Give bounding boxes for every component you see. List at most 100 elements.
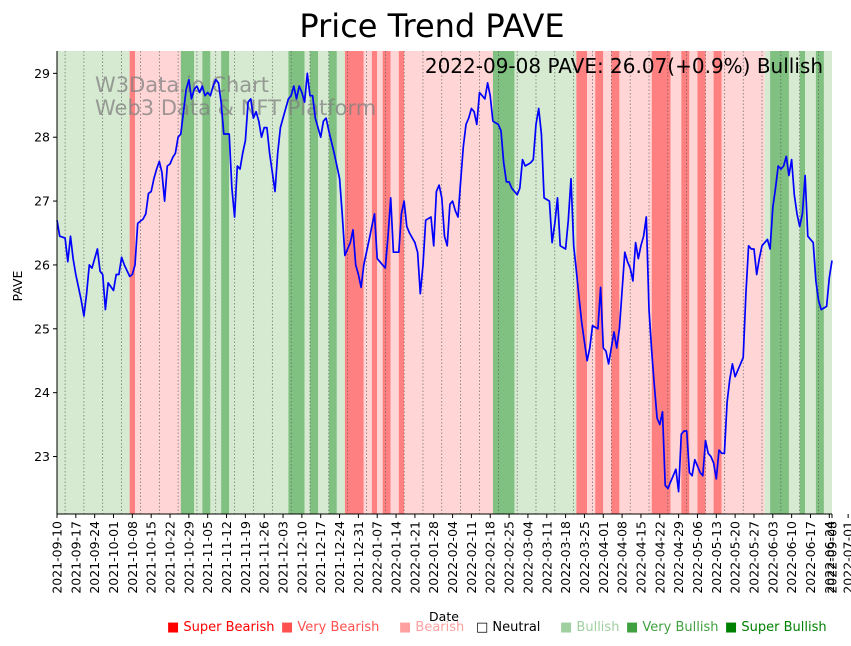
watermark-line-2: Web3 Data & NFT Platform xyxy=(95,96,376,120)
sentiment-band-8 xyxy=(229,51,289,514)
x-tick-label: 2022-03-25 xyxy=(577,521,592,594)
sentiment-band-3 xyxy=(180,51,195,514)
x-tick-label: 2021-10-01 xyxy=(106,521,121,594)
x-tick-label: 2022-02-25 xyxy=(502,521,517,594)
sentiment-band-36 xyxy=(705,51,714,514)
x-tick-label: 2022-06-24 xyxy=(822,521,837,594)
price-series xyxy=(56,72,833,493)
sentiment-band-35 xyxy=(697,51,706,514)
x-tick-label: 2021-09-24 xyxy=(87,521,102,594)
x-tick-label: 2022-03-18 xyxy=(558,521,573,594)
sentiment-band-7 xyxy=(221,51,230,514)
legend-item-neutral: □ Neutral xyxy=(476,620,541,635)
legend-swatch: ■ xyxy=(281,620,298,635)
y-tick-label: 29 xyxy=(34,66,50,81)
sentiment-band-40 xyxy=(770,51,789,514)
legend-swatch: ■ xyxy=(626,620,643,635)
sentiment-bands xyxy=(57,51,832,514)
x-tick-label: 2022-04-29 xyxy=(671,521,686,594)
x-tick-label: 2022-01-21 xyxy=(407,521,422,594)
sentiment-band-29 xyxy=(611,51,620,514)
y-ticks: 23 24 25 26 27 28 29 xyxy=(34,66,57,464)
y-tick-label: 24 xyxy=(34,385,50,400)
y-tick-label: 28 xyxy=(34,130,50,145)
x-tick-label: 2021-12-24 xyxy=(332,521,347,594)
sentiment-band-34 xyxy=(689,51,698,514)
sentiment-band-33 xyxy=(681,51,690,514)
x-tick-label: 2022-04-01 xyxy=(596,521,611,594)
y-tick-label: 26 xyxy=(34,257,50,272)
x-tick-label: 2021-12-03 xyxy=(276,521,291,594)
y-tick-label: 25 xyxy=(34,321,50,336)
watermark-line-1: W3Data.io Chart xyxy=(95,73,269,97)
sentiment-band-9 xyxy=(288,51,305,514)
legend-item-super-bullish: ■ Super Bullish xyxy=(725,620,827,635)
sentiment-band-12 xyxy=(318,51,329,514)
x-tick-label: 2021-10-08 xyxy=(125,521,140,594)
sentiment-band-18 xyxy=(377,51,383,514)
sentiment-band-24 xyxy=(514,51,577,514)
vertical-gridlines xyxy=(64,51,819,514)
x-tick-label: 2021-11-26 xyxy=(257,521,272,594)
sentiment-band-30 xyxy=(619,51,652,514)
sentiment-band-41 xyxy=(788,51,800,514)
x-tick-label: 2022-06-10 xyxy=(784,521,799,594)
sentiment-band-21 xyxy=(398,51,405,514)
x-tick-label: 2021-10-15 xyxy=(144,521,159,594)
sentiment-band-45 xyxy=(823,51,832,514)
sentiment-band-11 xyxy=(309,51,319,514)
sentiment-band-1 xyxy=(129,51,136,514)
chart-title: Price Trend PAVE xyxy=(299,7,564,45)
x-tick-label: 2022-07-01 xyxy=(841,521,851,594)
x-tick-label: 2022-02-11 xyxy=(464,521,479,594)
y-tick-label: 27 xyxy=(34,194,50,209)
x-tick-label: 2022-06-17 xyxy=(803,521,818,594)
legend-item-super-bearish: ■ Super Bearish xyxy=(167,620,275,635)
x-tick-label: 2022-01-07 xyxy=(370,521,385,594)
x-ticks: 2021-09-10 2021-09-17 2021-09-24 2021-10-01… xyxy=(50,514,851,594)
x-tick-label: 2022-01-28 xyxy=(426,521,441,594)
legend-item-very-bullish: ■ Very Bullish xyxy=(626,620,719,635)
sentiment-band-10 xyxy=(304,51,310,514)
x-tick-label: 2022-09-08 xyxy=(825,521,840,594)
x-tick-label: 2021-11-05 xyxy=(200,521,215,594)
sentiment-band-5 xyxy=(202,51,211,514)
sentiment-band-27 xyxy=(595,51,604,514)
x-tick-label: 2022-02-18 xyxy=(483,521,498,594)
sentiment-band-23 xyxy=(492,51,515,514)
sentiment-band-32 xyxy=(670,51,682,514)
sentiment-band-0 xyxy=(57,51,130,514)
x-tick-label: 2021-10-22 xyxy=(163,521,178,594)
x-tick-label: 2022-05-06 xyxy=(690,521,705,594)
sentiment-band-26 xyxy=(587,51,596,514)
x-tick-label: 2021-12-10 xyxy=(294,521,309,594)
x-tick-label: 2021-11-12 xyxy=(219,521,234,594)
sentiment-band-16 xyxy=(363,51,372,514)
sentiment-band-2 xyxy=(135,51,181,514)
sentiment-band-31 xyxy=(651,51,671,514)
sentiment-band-19 xyxy=(382,51,391,514)
sentiment-band-28 xyxy=(603,51,612,514)
sentiment-band-13 xyxy=(328,51,337,514)
legend-swatch: ■ xyxy=(399,620,416,635)
y-axis-label: PAVE xyxy=(10,270,25,301)
x-tick-label: 2021-12-17 xyxy=(313,521,328,594)
x-tick-label: 2021-11-19 xyxy=(238,521,253,594)
sentiment-band-20 xyxy=(390,51,399,514)
x-tick-label: 2022-05-13 xyxy=(709,521,724,594)
x-tick-label: 2022-05-20 xyxy=(728,521,743,594)
x-tick-label: 2022-03-04 xyxy=(520,521,535,594)
legend-swatch: ■ xyxy=(560,620,577,635)
sentiment-band-4 xyxy=(194,51,203,514)
sentiment-band-37 xyxy=(713,51,722,514)
sentiment-band-39 xyxy=(764,51,771,514)
x-tick-label: 2022-06-03 xyxy=(765,521,780,594)
legend-item-bearish: ■ Bearish xyxy=(399,620,465,635)
sentiment-band-44 xyxy=(815,51,824,514)
legend-item-very-bearish: ■ Very Bearish xyxy=(281,620,380,635)
legend-swatch: ■ xyxy=(725,620,742,635)
legend-item-bullish: ■ Bullish xyxy=(560,620,620,635)
legend-swatch: ■ xyxy=(167,620,184,635)
x-tick-label: 2022-05-27 xyxy=(746,521,761,594)
